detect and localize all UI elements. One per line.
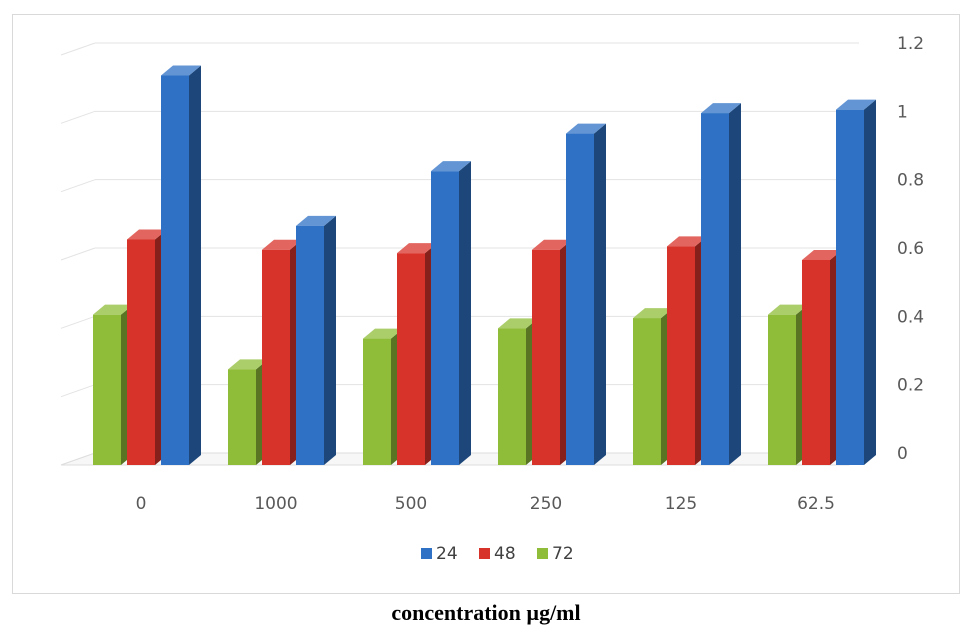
- bar-24-125: [701, 113, 729, 465]
- gridline-slant: [60, 110, 96, 124]
- bar-48-125: [667, 246, 695, 465]
- bar-48-250: [532, 249, 560, 465]
- bar-side-24-1000: [324, 215, 336, 465]
- legend-label-48: 48: [494, 544, 516, 564]
- legend-label-24: 24: [436, 544, 458, 564]
- legend-swatch-24: [421, 548, 432, 559]
- bar-top-72-500: [363, 328, 403, 339]
- bar-side-24-0: [189, 65, 201, 465]
- y-tick-label: 0.2: [897, 376, 924, 396]
- bar-top-48-250: [532, 239, 572, 250]
- bar-72-1000: [228, 369, 256, 465]
- x-tick-label: 250: [530, 494, 562, 514]
- bar-top-72-1000: [228, 359, 268, 370]
- bar-top-24-62.5: [836, 99, 876, 110]
- bar-48-0: [127, 239, 155, 465]
- bar-24-500: [431, 171, 459, 465]
- bar-top-72-125: [633, 308, 673, 319]
- x-tick-label: 500: [395, 494, 427, 514]
- y-tick-label: 1.2: [897, 34, 924, 54]
- bar-top-24-250: [566, 123, 606, 134]
- bar-top-48-62.5: [802, 250, 842, 260]
- x-tick-label: 125: [665, 494, 697, 514]
- bar-72-125: [633, 318, 661, 465]
- y-tick-label: 1: [897, 102, 908, 122]
- bar-top-72-62.5: [768, 304, 808, 315]
- bar-top-48-125: [667, 236, 707, 247]
- bar-72-62.5: [768, 314, 796, 465]
- bar-72-250: [498, 328, 526, 465]
- bar-72-500: [363, 338, 391, 465]
- chart-frame: 0 0.2 0.4 0.6 0.8 1 1.2 0 1000 500 250 125 62.5 24 48 7…: [12, 14, 960, 594]
- bar-24-62.5: [836, 109, 864, 466]
- y-tick-label: 0.6: [897, 239, 924, 259]
- bar-side-24-250: [594, 123, 606, 465]
- gridline-slant: [60, 315, 96, 329]
- bar-top-72-250: [498, 318, 538, 329]
- x-tick-label: 1000: [254, 494, 297, 514]
- bar-48-62.5: [802, 260, 830, 465]
- legend-swatch-48: [479, 548, 490, 559]
- x-tick-label: 62.5: [797, 494, 835, 514]
- legend-label-72: 72: [552, 544, 574, 564]
- bar-24-1000: [296, 225, 324, 465]
- bar-24-250: [566, 133, 594, 465]
- gridline-slant: [60, 247, 96, 261]
- bar-side-24-125: [729, 103, 741, 465]
- x-tick-label: 0: [136, 494, 147, 514]
- gridline-slant: [60, 179, 96, 193]
- bar-top-24-0: [161, 65, 201, 76]
- bar-top-48-500: [397, 243, 437, 254]
- bar-top-24-125: [701, 103, 741, 114]
- bar-top-24-500: [431, 161, 471, 172]
- bar-top-48-1000: [262, 239, 302, 250]
- bar-top-48-0: [127, 229, 167, 240]
- x-axis-title: concentration µg/ml: [391, 600, 581, 625]
- bar-72-0: [93, 314, 121, 465]
- bar-chart: 0 0.2 0.4 0.6 0.8 1 1.2 0 1000 500 250 125 62.5 24 48 7…: [60, 34, 924, 564]
- bar-top-24-1000: [296, 215, 336, 226]
- bar-side-24-62.5: [864, 99, 876, 466]
- bar-24-0: [161, 75, 189, 465]
- bar-top-72-0: [93, 304, 133, 315]
- gridline-slant: [60, 384, 96, 398]
- bar-side-24-500: [459, 161, 471, 465]
- y-tick-label: 0.4: [897, 307, 924, 327]
- y-tick-label: 0.8: [897, 171, 924, 191]
- y-tick-label: 0: [897, 444, 908, 464]
- bar-48-1000: [262, 249, 290, 465]
- bar-48-500: [397, 253, 425, 465]
- gridline-slant: [60, 42, 96, 56]
- legend-swatch-72: [537, 548, 548, 559]
